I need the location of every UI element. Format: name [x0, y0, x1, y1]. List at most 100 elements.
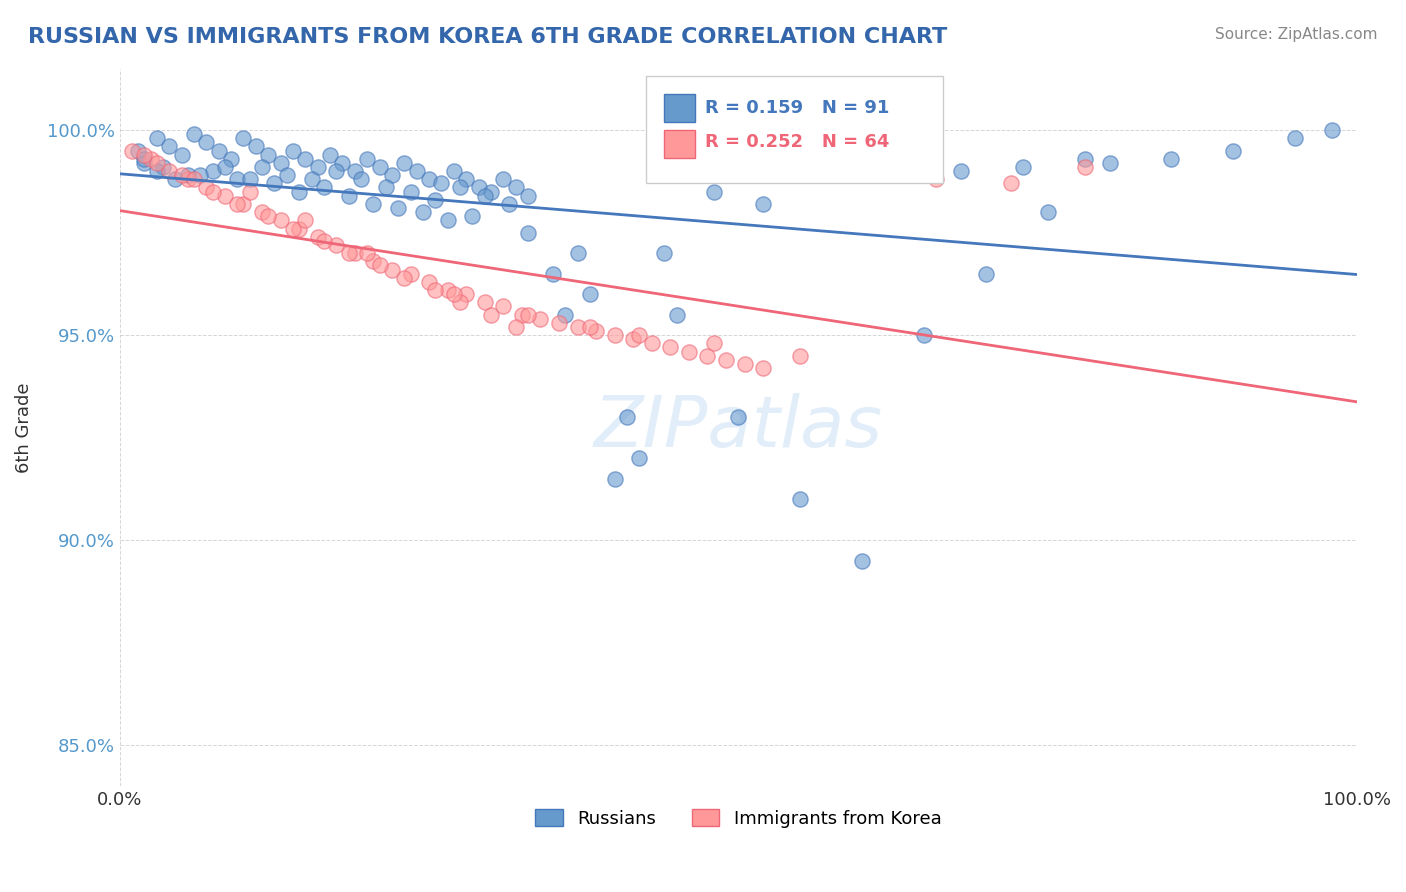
Point — [146, 131, 169, 145]
Point — [152, 160, 174, 174]
Point — [461, 209, 484, 223]
Point — [652, 246, 675, 260]
Point — [343, 164, 366, 178]
Point — [517, 188, 540, 202]
Point — [1074, 160, 1097, 174]
Text: Source: ZipAtlas.com: Source: ZipAtlas.com — [1215, 27, 1378, 42]
Point — [714, 352, 737, 367]
Text: R = 0.252   N = 64: R = 0.252 N = 64 — [704, 134, 890, 152]
Point — [294, 152, 316, 166]
Point — [603, 472, 626, 486]
Point — [165, 172, 187, 186]
Point — [363, 254, 385, 268]
Point — [257, 147, 280, 161]
Point — [381, 168, 404, 182]
Point — [294, 213, 316, 227]
Point — [270, 156, 292, 170]
Point — [288, 185, 311, 199]
Point — [703, 336, 725, 351]
Point — [541, 267, 564, 281]
Point — [628, 328, 651, 343]
Point — [1036, 205, 1059, 219]
Point — [436, 283, 458, 297]
Point — [734, 357, 756, 371]
Point — [146, 156, 169, 170]
Point — [579, 320, 602, 334]
Point — [567, 320, 589, 334]
Point — [325, 164, 347, 178]
Point — [505, 180, 527, 194]
Point — [394, 156, 416, 170]
Point — [621, 332, 644, 346]
Point — [325, 238, 347, 252]
Point — [319, 147, 342, 161]
Point — [603, 328, 626, 343]
Point — [974, 267, 997, 281]
Point — [1322, 123, 1344, 137]
Point — [134, 152, 156, 166]
Point — [134, 156, 156, 170]
Point — [281, 221, 304, 235]
Point — [239, 185, 262, 199]
Point — [456, 287, 478, 301]
Point — [492, 300, 515, 314]
Point — [412, 205, 434, 219]
Point — [177, 172, 200, 186]
Point — [912, 328, 935, 343]
Point — [250, 205, 273, 219]
Point — [474, 188, 496, 202]
Point — [157, 164, 180, 178]
Point — [950, 164, 973, 178]
Point — [492, 172, 515, 186]
Point — [312, 234, 335, 248]
Point — [456, 172, 478, 186]
Point — [814, 164, 837, 178]
Point — [436, 213, 458, 227]
Point — [312, 180, 335, 194]
Point — [659, 341, 682, 355]
Point — [696, 349, 718, 363]
Point — [425, 193, 447, 207]
Point — [201, 164, 224, 178]
Point — [157, 139, 180, 153]
Point — [443, 164, 465, 178]
Point — [876, 156, 898, 170]
Point — [381, 262, 404, 277]
Point — [332, 156, 354, 170]
Point — [387, 201, 409, 215]
Point — [239, 172, 262, 186]
Point — [418, 172, 440, 186]
Point — [443, 287, 465, 301]
Legend: Russians, Immigrants from Korea: Russians, Immigrants from Korea — [529, 802, 949, 835]
Point — [195, 180, 218, 194]
Point — [208, 144, 231, 158]
Point — [394, 270, 416, 285]
Point — [449, 180, 471, 194]
Point — [789, 349, 811, 363]
Point — [226, 172, 249, 186]
Point — [628, 451, 651, 466]
Point — [219, 152, 242, 166]
Point — [343, 246, 366, 260]
Point — [232, 197, 254, 211]
Point — [405, 164, 427, 178]
Point — [368, 259, 391, 273]
Point — [337, 246, 360, 260]
Point — [250, 160, 273, 174]
Point — [307, 229, 329, 244]
Point — [270, 213, 292, 227]
Point — [276, 168, 298, 182]
Point — [479, 185, 502, 199]
Point — [214, 188, 236, 202]
Point — [510, 308, 533, 322]
Point — [195, 136, 218, 150]
Point — [281, 144, 304, 158]
Point — [307, 160, 329, 174]
Point — [430, 177, 453, 191]
Point — [201, 185, 224, 199]
Point — [585, 324, 607, 338]
Point — [851, 554, 873, 568]
Point — [579, 287, 602, 301]
Point — [146, 164, 169, 178]
Point — [449, 295, 471, 310]
